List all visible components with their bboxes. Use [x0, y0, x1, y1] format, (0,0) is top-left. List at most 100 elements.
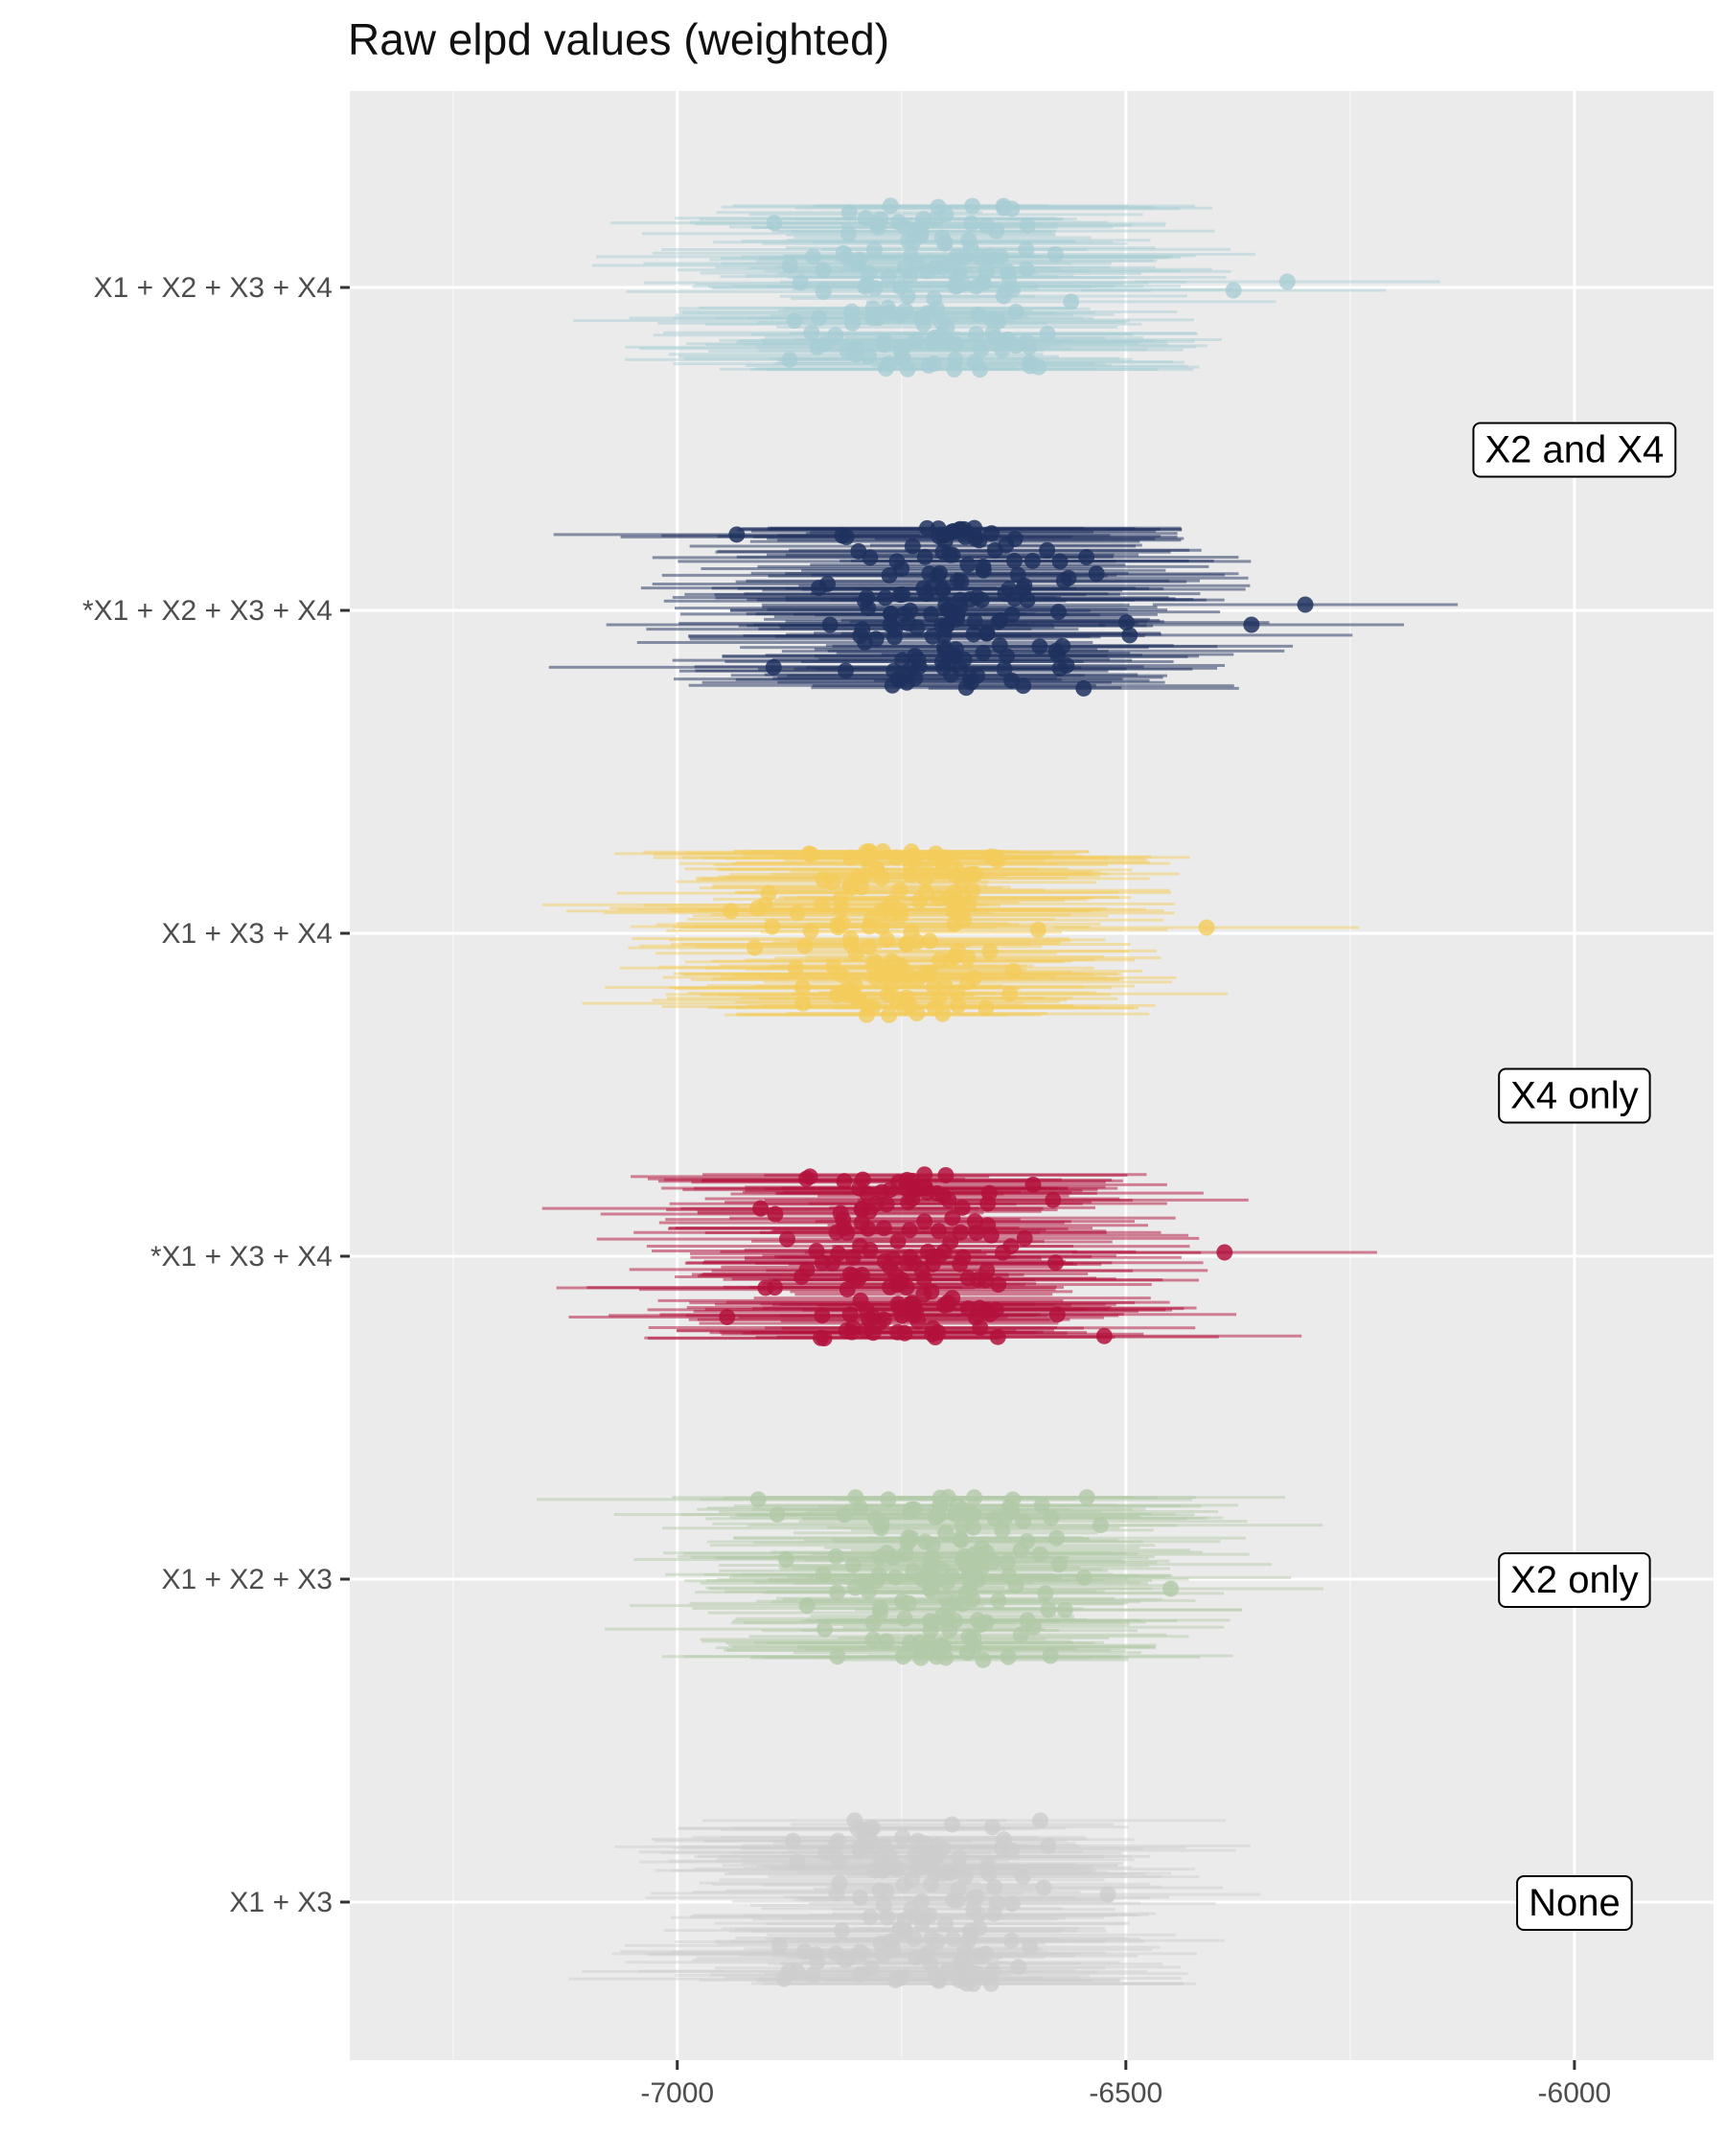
point-estimate	[794, 1268, 811, 1285]
point-estimate	[890, 214, 908, 231]
point-estimate	[853, 1200, 870, 1217]
point-estimate	[851, 1180, 868, 1197]
point-estimate	[966, 613, 983, 631]
point-estimate	[948, 248, 965, 265]
point-estimate	[940, 1600, 957, 1617]
point-estimate	[902, 1249, 919, 1266]
point-estimate	[979, 1861, 997, 1878]
point-estimate	[896, 1610, 913, 1627]
point-estimate	[896, 1324, 913, 1342]
point-estimate	[840, 204, 858, 221]
point-estimate	[876, 969, 893, 986]
point-estimate	[1060, 569, 1077, 586]
point-estimate	[944, 902, 961, 919]
annotation-box	[1498, 1067, 1651, 1124]
point-estimate	[784, 1832, 801, 1849]
point-estimate	[852, 1966, 869, 1984]
point-estimate	[1058, 657, 1075, 675]
point-estimate	[872, 1600, 889, 1617]
point-estimate	[1012, 1542, 1029, 1559]
point-estimate	[810, 310, 827, 327]
point-estimate	[1032, 1812, 1049, 1829]
point-estimate	[1050, 1556, 1068, 1573]
point-estimate	[934, 543, 952, 561]
point-estimate	[787, 959, 804, 976]
point-estimate	[1063, 293, 1080, 310]
point-estimate	[949, 607, 966, 624]
point-estimate	[853, 1214, 870, 1231]
point-estimate	[915, 315, 932, 333]
point-estimate	[1048, 1529, 1066, 1547]
point-estimate	[864, 1324, 882, 1342]
point-estimate	[1018, 241, 1035, 258]
point-estimate	[902, 1296, 919, 1313]
point-estimate	[931, 1248, 948, 1265]
point-estimate	[1075, 679, 1092, 697]
point-estimate	[1003, 1895, 1021, 1913]
annotation-label: None	[1529, 1882, 1621, 1924]
point-estimate	[903, 924, 920, 941]
series-group	[548, 519, 1459, 697]
point-estimate	[852, 1292, 869, 1309]
point-estimate	[969, 667, 986, 684]
data-marks	[536, 197, 1459, 1992]
point-estimate	[916, 548, 933, 565]
point-estimate	[923, 1583, 940, 1600]
point-estimate	[883, 1933, 900, 1950]
point-estimate	[1000, 1568, 1018, 1585]
point-estimate	[918, 1641, 935, 1659]
point-estimate	[984, 1819, 1001, 1836]
point-estimate	[965, 1519, 982, 1536]
point-estimate	[926, 999, 943, 1017]
point-estimate	[719, 1309, 736, 1326]
point-estimate	[794, 979, 811, 997]
point-estimate	[882, 606, 899, 623]
point-estimate	[940, 1192, 957, 1209]
point-estimate	[885, 1549, 902, 1567]
point-estimate	[1024, 1618, 1042, 1636]
point-estimate	[858, 276, 875, 293]
point-estimate	[844, 314, 862, 332]
point-estimate	[1010, 1959, 1027, 1976]
point-estimate	[873, 1183, 890, 1201]
point-estimate	[1039, 541, 1056, 559]
point-estimate	[868, 1572, 886, 1590]
point-estimate	[937, 1525, 954, 1542]
point-estimate	[873, 1515, 890, 1532]
point-estimate	[1049, 646, 1067, 663]
point-estimate	[904, 538, 921, 555]
point-estimate	[849, 255, 866, 272]
point-estimate	[813, 1329, 830, 1346]
point-estimate	[915, 1286, 932, 1303]
point-estimate	[927, 259, 944, 276]
y-tick-label: *X1 + X3 + X4	[150, 1241, 333, 1273]
point-estimate	[769, 1506, 786, 1523]
point-estimate	[825, 958, 842, 975]
point-estimate	[887, 1569, 905, 1586]
point-estimate	[1078, 548, 1095, 565]
point-estimate	[1007, 303, 1024, 320]
point-estimate	[1039, 325, 1056, 342]
point-estimate	[954, 1199, 971, 1216]
point-estimate	[903, 247, 920, 264]
point-estimate	[823, 873, 840, 890]
point-estimate	[1121, 627, 1138, 644]
point-estimate	[931, 1972, 948, 1989]
point-estimate	[856, 849, 873, 866]
point-estimate	[1022, 357, 1039, 375]
point-estimate	[880, 268, 897, 286]
point-estimate	[1078, 1489, 1095, 1506]
point-estimate	[843, 1323, 861, 1341]
point-estimate	[916, 1213, 933, 1230]
point-estimate	[933, 326, 951, 343]
point-estimate	[840, 225, 857, 242]
point-estimate	[975, 562, 992, 579]
point-estimate	[861, 1311, 878, 1328]
point-estimate	[1056, 1601, 1073, 1618]
point-estimate	[1225, 282, 1242, 299]
point-estimate	[965, 626, 982, 643]
point-estimate	[963, 215, 980, 232]
point-estimate	[765, 658, 782, 676]
point-estimate	[804, 1966, 821, 1984]
point-estimate	[936, 234, 954, 251]
